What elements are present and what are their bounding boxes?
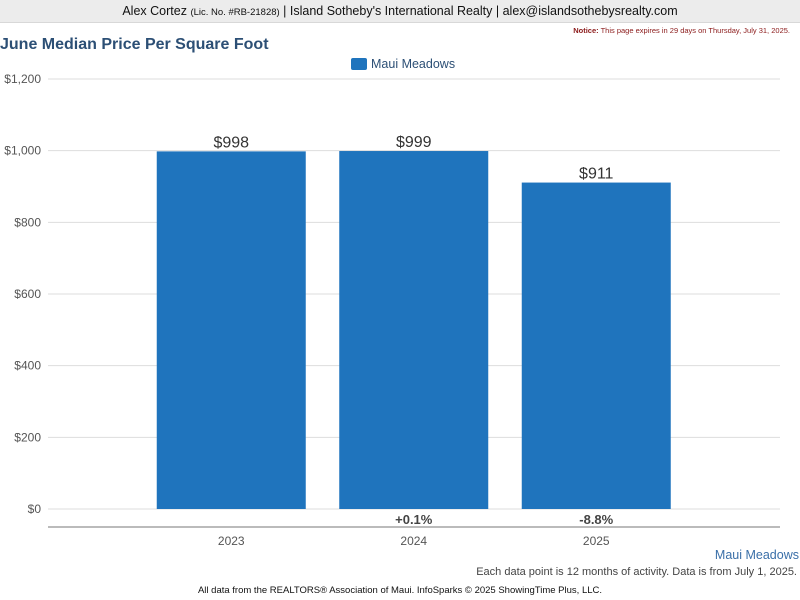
y-tick-label: $600	[14, 287, 41, 301]
y-tick-label: $1,200	[4, 72, 41, 86]
y-tick-label: $400	[14, 359, 41, 373]
y-tick-label: $0	[28, 502, 42, 516]
bar	[339, 151, 489, 509]
bar-value-label: $911	[579, 166, 614, 183]
brokerage-name: | Island Sotheby's International Realty …	[283, 4, 500, 18]
bar	[156, 151, 306, 509]
notice-label: Notice:	[573, 26, 599, 35]
x-tick-label: 2023	[218, 534, 245, 548]
change-label: -8.8%	[579, 512, 613, 527]
chart-legend[interactable]: Maui Meadows	[351, 57, 455, 71]
bar-value-label: $999	[396, 134, 432, 151]
change-label: +0.1%	[395, 512, 433, 527]
series-link[interactable]: Maui Meadows	[714, 548, 799, 562]
expiry-notice: Notice: This page expires in 29 days on …	[573, 26, 790, 35]
y-tick-label: $200	[14, 430, 41, 444]
x-tick-label: 2024	[400, 534, 427, 548]
data-footnote: Each data point is 12 months of activity…	[476, 566, 797, 578]
data-source-footer: All data from the REALTORS® Association …	[197, 585, 603, 596]
bar	[521, 182, 671, 509]
x-tick-label: 2025	[583, 534, 610, 548]
legend-label: Maui Meadows	[371, 57, 456, 71]
chart-title: June Median Price Per Square Foot	[0, 36, 269, 53]
y-tick-label: $800	[14, 215, 41, 229]
agent-email[interactable]: alex@islandsothebysrealty.com	[502, 4, 678, 18]
legend-swatch	[351, 58, 367, 70]
agent-header-bar: Alex Cortez (Lic. No. #RB-21828) | Islan…	[0, 0, 800, 23]
agent-name: Alex Cortez	[122, 4, 187, 18]
license-number: (Lic. No. #RB-21828)	[190, 7, 280, 18]
notice-text: This page expires in 29 days on Thursday…	[600, 26, 790, 35]
bar-value-label: $998	[213, 134, 249, 151]
y-tick-label: $1,000	[4, 144, 41, 158]
